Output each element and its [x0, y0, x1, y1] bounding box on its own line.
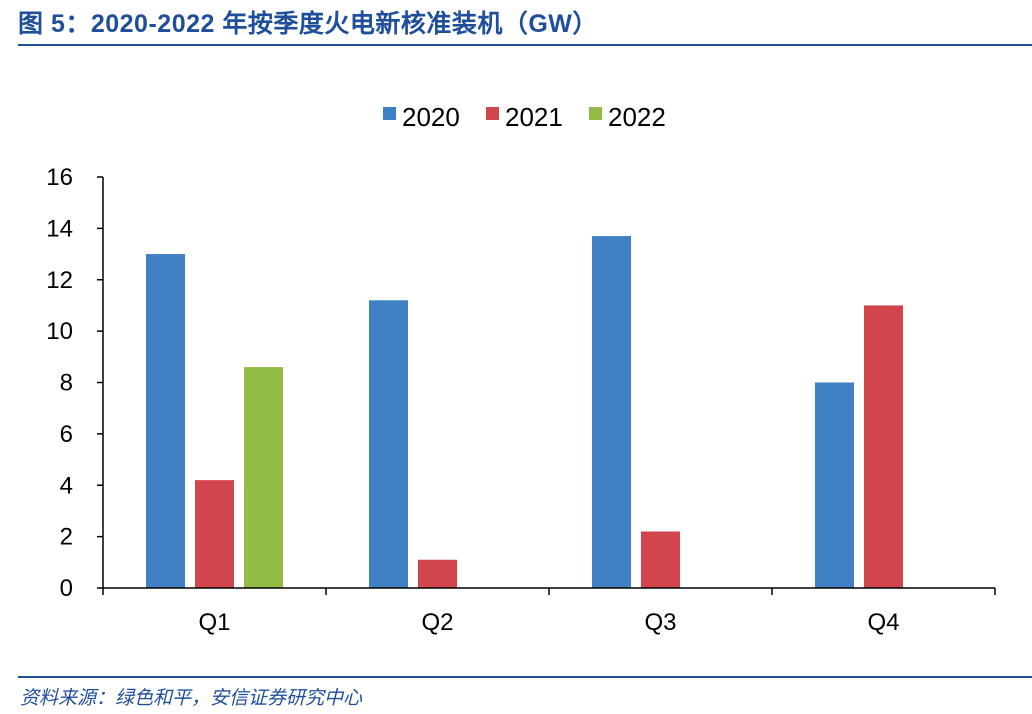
y-tick-label-6: 6: [60, 421, 73, 448]
legend-swatch-2021: [486, 107, 499, 120]
legend-item-2022: 2022: [589, 102, 666, 132]
legend-item-2021: 2021: [486, 102, 563, 132]
bar-chart: 2020 2021 2022 0 2 4 6 8 10 12 14 16 Q1 Q2 Q3 Q4: [46, 102, 996, 636]
legend: 2020 2021 2022: [383, 102, 666, 132]
x-tick-label-q1: Q1: [198, 609, 230, 636]
y-tick-label-10: 10: [46, 318, 73, 345]
legend-swatch-2020: [383, 107, 396, 120]
y-tick-label-12: 12: [46, 267, 73, 294]
bar-2021-q4: [864, 305, 903, 588]
bar-2021-q3: [641, 531, 680, 588]
y-tick-label-8: 8: [60, 370, 73, 397]
x-tick-label-q3: Q3: [644, 609, 676, 636]
bars: [146, 236, 903, 589]
legend-swatch-2022: [589, 107, 602, 120]
bar-2020-q2: [369, 300, 408, 588]
y-tick-label-0: 0: [60, 575, 73, 602]
legend-label-2021: 2021: [505, 102, 563, 132]
axes: 0 2 4 6 8 10 12 14 16 Q1 Q2 Q3 Q4: [46, 164, 996, 636]
bar-2022-q1: [244, 367, 283, 588]
source-note: 资料来源：绿色和平，安信证券研究中心: [20, 688, 363, 709]
y-tick-label-4: 4: [60, 472, 73, 499]
y-tick-label-14: 14: [46, 215, 73, 242]
top-divider: [18, 44, 1032, 46]
bar-2020-q3: [592, 236, 631, 589]
figure-title: 图 5：2020-2022 年按季度火电新核准装机（GW）: [18, 10, 598, 38]
y-tick-label-2: 2: [60, 524, 73, 551]
bottom-divider: [18, 676, 1032, 678]
legend-item-2020: 2020: [383, 102, 460, 132]
bar-2020-q1: [146, 254, 185, 588]
bar-2021-q2: [418, 559, 457, 588]
legend-label-2020: 2020: [402, 102, 460, 132]
bar-2020-q4: [815, 382, 854, 588]
bar-2021-q1: [195, 480, 234, 588]
x-tick-label-q2: Q2: [421, 609, 453, 636]
x-tick-label-q4: Q4: [867, 609, 899, 636]
legend-label-2022: 2022: [608, 102, 666, 132]
y-tick-label-16: 16: [46, 164, 73, 191]
